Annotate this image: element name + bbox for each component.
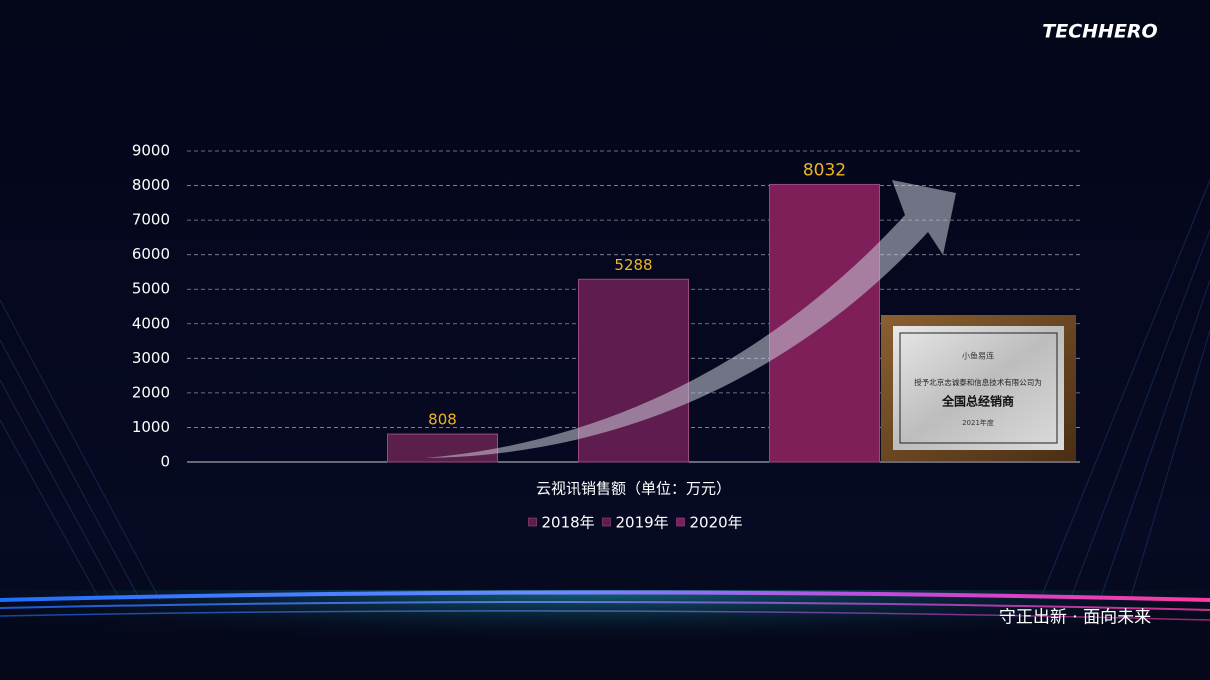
light-streaks [0, 590, 1210, 621]
y-tick-label: 8000 [132, 176, 170, 194]
y-tick-label: 5000 [132, 280, 170, 298]
plaque-plate [893, 326, 1064, 450]
plaque-title: 全国总经销商 [941, 394, 1014, 409]
plaque-logo: 小鱼易连 [962, 351, 994, 361]
bar [387, 433, 498, 463]
plaque-border [899, 332, 1058, 444]
plaque-year: 2021年度 [962, 418, 994, 427]
y-tick-label: 6000 [132, 245, 170, 263]
slogan: 守正出新 · 面向未来 [999, 608, 1151, 628]
trend-arrow [425, 180, 956, 458]
value-label: 5288 [614, 256, 652, 274]
floor-glow [0, 590, 1210, 680]
y-tick-label: 3000 [132, 349, 170, 367]
legend-swatch [676, 517, 685, 527]
legend-swatch [602, 517, 611, 527]
decor-lines [0, 179, 1210, 601]
value-label: 808 [428, 411, 457, 429]
x-tick-label: 云视讯销售额（单位：万元） [536, 480, 731, 498]
y-tick-label: 4000 [132, 314, 170, 332]
y-tick-label: 0 [160, 453, 170, 471]
y-tick-label: 1000 [132, 418, 170, 436]
legend-label: 2019年 [616, 514, 669, 532]
legend-label: 2018年 [542, 514, 595, 532]
brand-logo: TECHHERO [1042, 21, 1157, 43]
y-tick-label: 2000 [132, 383, 170, 401]
legend-label: 2020年 [690, 514, 743, 532]
legend-swatch [528, 517, 537, 527]
plaque-text: 授予北京志诚泰和信息技术有限公司为 [914, 377, 1042, 387]
y-tick-label: 9000 [132, 142, 170, 160]
y-tick-label: 7000 [132, 211, 170, 229]
plaque: 小鱼易连 授予北京志诚泰和信息技术有限公司为 全国总经销商 2021年度 [881, 315, 1076, 461]
value-label: 8032 [803, 160, 846, 180]
